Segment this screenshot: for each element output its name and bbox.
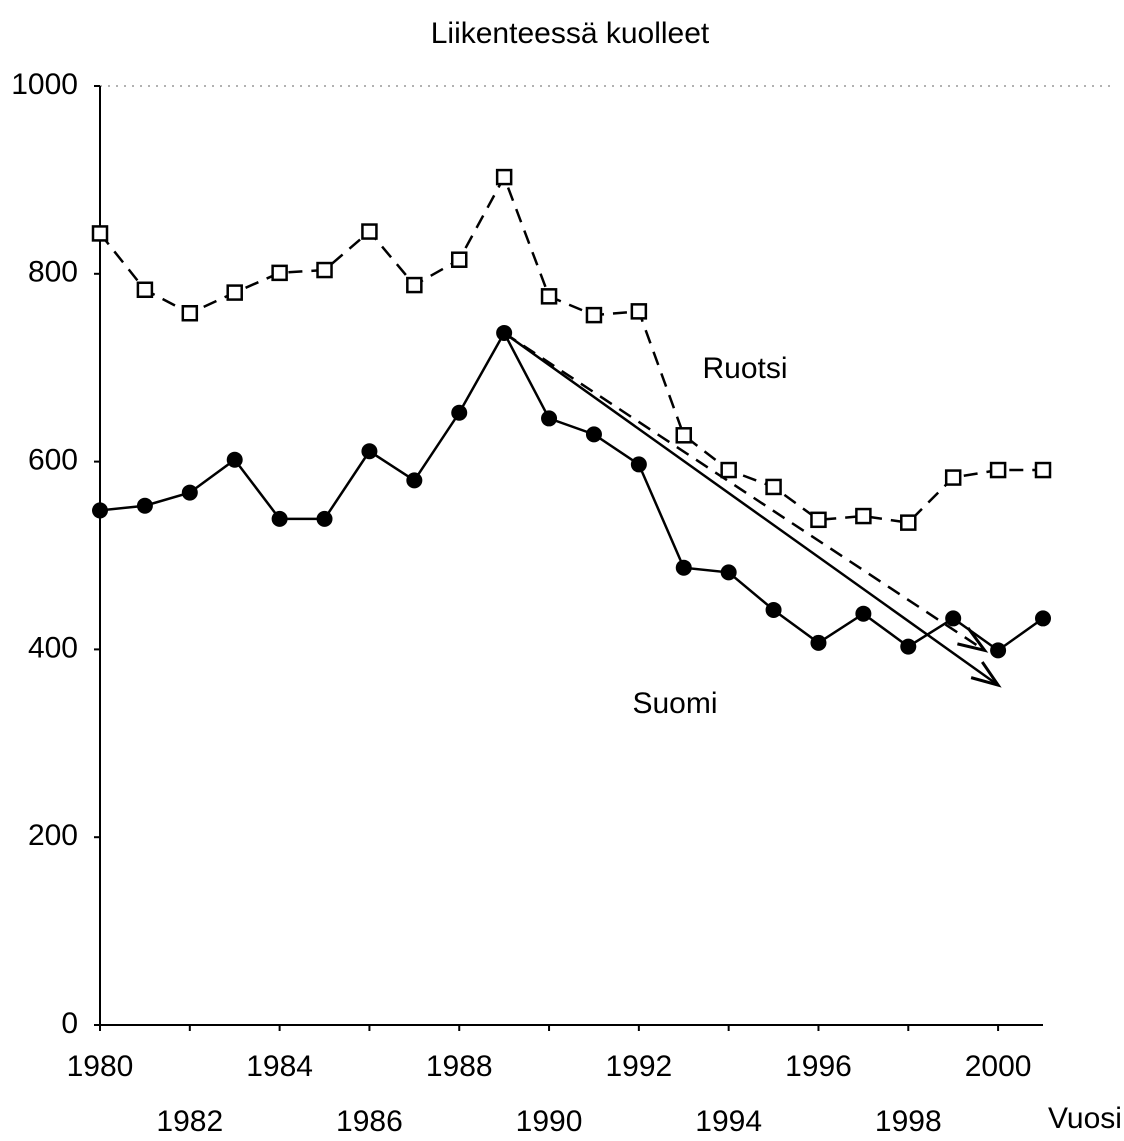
x-tick-label: 1992 (605, 1050, 672, 1083)
marker (271, 510, 288, 527)
marker (675, 559, 692, 576)
marker (1035, 610, 1051, 627)
series-line (99, 330, 1044, 652)
y-tick-label: 0 (61, 1007, 78, 1040)
marker (675, 427, 693, 444)
marker (810, 634, 827, 651)
marker (92, 502, 108, 519)
marker (765, 601, 782, 618)
marker (181, 484, 198, 501)
series-label: Suomi (632, 687, 717, 720)
y-tick-label: 600 (28, 444, 78, 477)
x-tick-label: 1982 (156, 1105, 223, 1138)
x-tick-label: 1988 (426, 1050, 493, 1083)
y-tick-label: 200 (28, 819, 78, 852)
marker (136, 497, 153, 514)
marker (361, 223, 378, 240)
marker (406, 276, 423, 294)
marker (541, 410, 558, 427)
marker (990, 642, 1007, 659)
marker (181, 304, 199, 322)
trend-arrow (503, 331, 999, 687)
x-tick-label: 1980 (67, 1050, 134, 1083)
marker (989, 461, 1007, 479)
marker (496, 324, 513, 341)
arrow-head (970, 661, 1002, 688)
marker (855, 605, 872, 622)
marker (630, 303, 648, 320)
arrow-head (957, 626, 989, 653)
marker (855, 507, 872, 525)
marker (585, 306, 603, 324)
y-tick-label: 800 (28, 256, 78, 289)
marker (495, 168, 513, 186)
x-tick-label: 1996 (785, 1050, 852, 1083)
x-axis-label: Vuosi (1048, 1102, 1122, 1135)
marker (226, 284, 243, 301)
marker (1034, 461, 1052, 479)
marker (720, 461, 737, 479)
marker (91, 225, 109, 242)
x-tick-label: 1986 (336, 1105, 403, 1138)
marker (226, 451, 243, 468)
trend-arrow (503, 331, 986, 652)
marker (271, 264, 288, 282)
x-tick-label: 1994 (695, 1105, 762, 1138)
marker (944, 469, 962, 486)
x-tick-label: 1984 (246, 1050, 313, 1083)
marker (585, 426, 602, 443)
marker (900, 638, 917, 655)
series-label: Ruotsi (702, 352, 787, 385)
marker (451, 404, 468, 421)
chart-title: Liikenteessä kuolleet (431, 17, 710, 50)
marker (406, 472, 423, 489)
series-line (99, 174, 1043, 524)
marker (720, 564, 737, 581)
marker (765, 478, 782, 496)
x-tick-label: 2000 (965, 1050, 1032, 1083)
marker (630, 456, 647, 473)
marker (540, 288, 558, 305)
marker (136, 281, 154, 299)
marker (945, 610, 962, 627)
marker (450, 251, 468, 268)
marker (810, 511, 827, 529)
marker (361, 443, 378, 460)
x-tick-label: 1998 (875, 1105, 942, 1138)
marker (316, 510, 333, 527)
marker (316, 261, 333, 279)
marker (900, 514, 917, 531)
y-tick-label: 1000 (11, 68, 78, 101)
y-tick-label: 400 (28, 631, 78, 664)
x-tick-label: 1990 (516, 1105, 583, 1138)
